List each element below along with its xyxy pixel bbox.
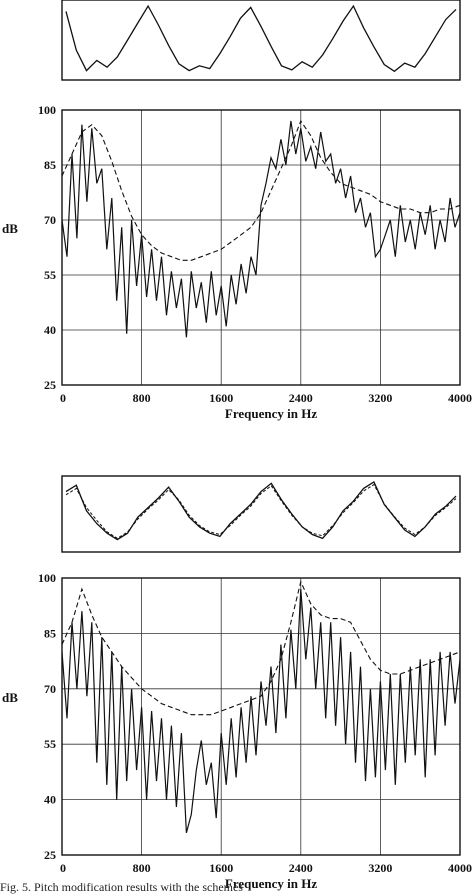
envelope-dashed-line: [61, 580, 461, 716]
x-tick-label: 3200: [368, 391, 392, 405]
x-axis-label: Frequency in Hz: [225, 406, 317, 421]
x-tick-label: 1600: [209, 391, 233, 405]
y-tick-label: 100: [38, 571, 56, 585]
waveform-solid-trace: [65, 4, 457, 73]
y-tick-label: 85: [44, 626, 56, 640]
y-tick-label: 70: [44, 682, 56, 696]
x-tick-label: 800: [133, 391, 151, 405]
envelope-dashed-line: [61, 119, 461, 261]
x-tick-label: 3200: [368, 861, 392, 875]
y-tick-label: 70: [44, 213, 56, 227]
plot-frame: [61, 109, 461, 386]
x-tick-label: 2400: [289, 391, 313, 405]
x-tick-label: 0: [60, 861, 66, 875]
waveform-solid-trace: [65, 481, 457, 541]
spectrum-solid-line: [61, 589, 461, 833]
waveform-frame: [61, 0, 461, 81]
y-axis-label: dB: [2, 221, 18, 236]
y-tick-label: 25: [44, 378, 56, 392]
y-tick-label: 85: [44, 158, 56, 172]
y-tick-label: 40: [44, 793, 56, 807]
waveform-panel-top: [61, 0, 461, 81]
x-tick-label: 4000: [448, 391, 472, 405]
spectrum-solid-line: [61, 120, 461, 338]
x-tick-label: 0: [60, 391, 66, 405]
y-tick-label: 25: [44, 848, 56, 862]
figure-caption: Fig. 5. Pitch modification results with …: [0, 880, 243, 894]
x-tick-label: 4000: [448, 861, 472, 875]
y-tick-label: 55: [44, 737, 56, 751]
y-tick-label: 100: [38, 103, 56, 117]
y-axis-label: dB: [2, 690, 18, 705]
waveform-frame: [61, 475, 461, 553]
spectrum-panel-top: 25 40 55 70 85 100 0 800 1600 2400 3200 4000 dB Frequ…: [2, 103, 472, 421]
x-axis-label: Frequency in Hz: [225, 876, 317, 891]
waveform-panel-lower: [61, 475, 461, 553]
y-tick-label: 55: [44, 268, 56, 282]
y-tick-label: 40: [44, 323, 56, 337]
spectrum-panel-lower: 25 40 55 70 85 100 0 800 1600 2400 3200 4000 dB Frequ…: [2, 571, 472, 891]
x-tick-label: 2400: [289, 861, 313, 875]
plot-frame: [61, 577, 461, 856]
x-tick-label: 800: [133, 861, 151, 875]
x-tick-label: 1600: [209, 861, 233, 875]
waveform-dashed-trace: [65, 483, 457, 539]
